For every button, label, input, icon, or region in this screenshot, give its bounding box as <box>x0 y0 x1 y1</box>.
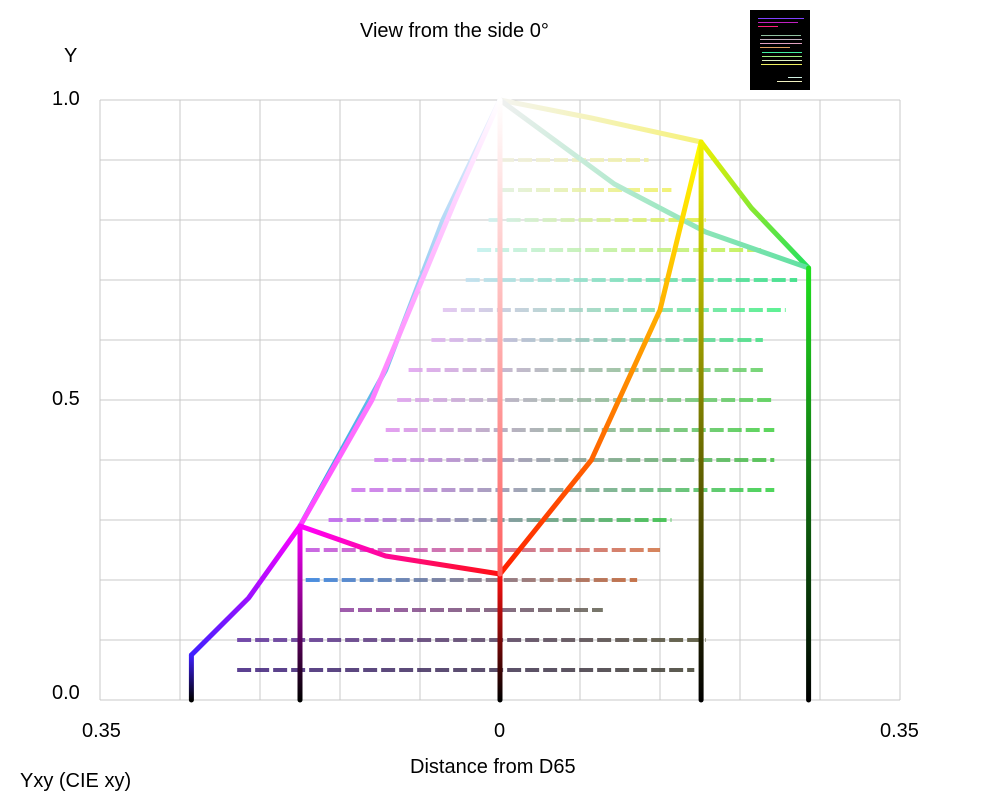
gamut-edge-yellow-green <box>698 139 812 271</box>
x-axis-label: Distance from D65 <box>410 756 576 778</box>
y-tick-label: 0.0 <box>52 682 80 704</box>
chart-title: View from the side 0° <box>360 20 549 42</box>
gamut-edge-red-yellow <box>497 139 704 577</box>
y-axis-label: Y <box>64 45 78 67</box>
gamut-edge-magenta-red <box>297 523 503 577</box>
y-tick-label: 0.5 <box>52 388 80 410</box>
view-thumbnail[interactable] <box>750 10 810 90</box>
x-tick-label: 0.35 <box>880 720 919 742</box>
gamut-edge-white-green <box>497 97 812 271</box>
y-tick-label: 1.0 <box>52 88 80 110</box>
gamut-edge-white-yellow <box>497 97 704 145</box>
caption: Yxy (CIE xy) <box>20 770 132 792</box>
x-tick-label: 0.35 <box>82 720 121 742</box>
x-tick-label: 0 <box>494 720 506 742</box>
gamut-edge-magenta-blue <box>188 523 303 658</box>
gamut-edge-white-magenta <box>297 97 503 529</box>
